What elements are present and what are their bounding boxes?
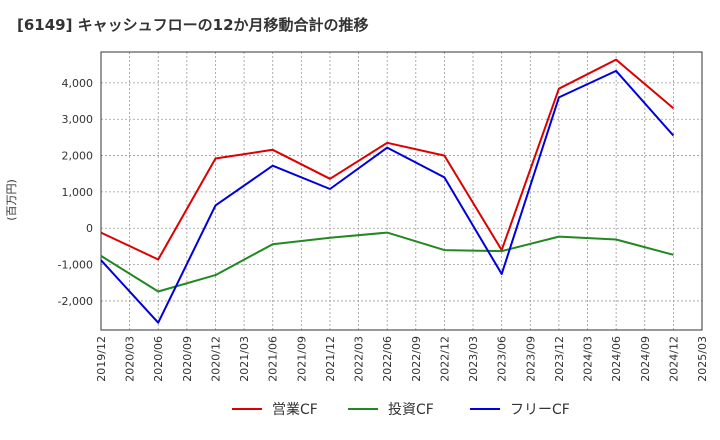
x-tick-label: 2021/09 xyxy=(295,336,308,382)
x-tick-label: 2021/06 xyxy=(267,336,280,382)
x-tick-label: 2020/09 xyxy=(181,336,194,382)
x-tick-label: 2020/06 xyxy=(152,336,165,382)
y-tick-label: 4,000 xyxy=(62,77,94,90)
x-tick-label: 2024/09 xyxy=(639,336,652,382)
x-tick-label: 2021/12 xyxy=(324,336,337,382)
x-tick-label: 2023/03 xyxy=(467,336,480,382)
chart-title: [6149] キャッシュフローの12か月移動合計の推移 xyxy=(17,16,369,34)
x-tick-label: 2024/06 xyxy=(610,336,623,382)
x-tick-label: 2022/03 xyxy=(353,336,366,382)
x-tick-label: 2022/12 xyxy=(438,336,451,382)
x-tick-label: 2023/12 xyxy=(553,336,566,382)
y-tick-label: -1,000 xyxy=(58,259,93,272)
legend-label: 投資CF xyxy=(388,402,434,418)
y-tick-label: 3,000 xyxy=(62,113,94,126)
series xyxy=(100,58,675,324)
series-line-3 xyxy=(100,69,675,324)
x-tick-label: 2020/12 xyxy=(209,336,222,382)
y-tick-label: -2,000 xyxy=(58,295,93,308)
axes: 2019/12 2020/03 2020/06 2020/09 2020/12 2021/… xyxy=(58,51,709,382)
x-tick-label: 2022/09 xyxy=(410,336,423,382)
x-tick-label: 2021/03 xyxy=(238,336,251,382)
x-tick-label: 2025/03 xyxy=(696,336,709,382)
x-tick-label: 2023/09 xyxy=(524,336,537,382)
series-line-2 xyxy=(100,231,674,293)
x-tick-label: 2019/12 xyxy=(95,336,108,382)
y-tick-label: 0 xyxy=(86,222,93,235)
x-tick-label: 2024/12 xyxy=(667,336,680,382)
x-tick-label: 2024/03 xyxy=(582,336,595,382)
legend-label: 営業CF xyxy=(272,402,318,418)
legend-label: フリーCF xyxy=(510,402,570,418)
x-tick-label: 2020/03 xyxy=(124,336,137,382)
plot-frame xyxy=(100,51,703,331)
y-tick-label: 1,000 xyxy=(62,186,94,199)
legend: 営業CF 投資CF フリーCF xyxy=(232,402,570,418)
series-line-1 xyxy=(100,58,675,261)
y-axis-label: (百万円) xyxy=(5,179,18,221)
x-tick-label: 2023/06 xyxy=(496,336,509,382)
y-tick-label: 2,000 xyxy=(62,150,94,163)
x-tick-label: 2022/06 xyxy=(381,336,394,382)
grid xyxy=(100,52,703,330)
